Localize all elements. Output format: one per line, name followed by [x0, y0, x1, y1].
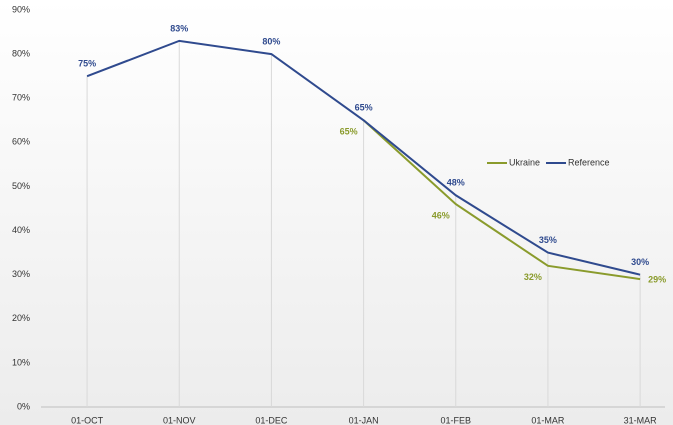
data-label: 75%	[78, 59, 96, 69]
y-tick-label: 80%	[12, 48, 30, 58]
data-label: 46%	[432, 210, 450, 220]
data-label: 30%	[631, 257, 649, 267]
y-tick-label: 10%	[12, 357, 30, 367]
y-tick-label: 90%	[12, 4, 30, 14]
y-tick-label: 50%	[12, 181, 30, 191]
x-tick-label: 01-OCT	[71, 415, 104, 425]
data-label: 80%	[262, 36, 280, 46]
x-tick-label: 01-JAN	[349, 415, 379, 425]
data-label: 48%	[447, 178, 465, 188]
series-line	[86, 39, 641, 276]
x-tick-label: 01-MAR	[531, 415, 565, 425]
legend-label: Ukraine	[509, 157, 540, 167]
y-tick-label: 60%	[12, 137, 30, 147]
legend-label: Reference	[568, 157, 610, 167]
x-tick-label: 01-NOV	[163, 415, 196, 425]
x-tick-label: 31-MAR	[624, 415, 658, 425]
data-label: 35%	[539, 235, 557, 245]
y-tick-label: 20%	[12, 313, 30, 323]
x-tick-label: 01-FEB	[441, 415, 472, 425]
y-tick-label: 40%	[12, 225, 30, 235]
data-label: 65%	[355, 103, 373, 113]
series-line	[362, 119, 641, 281]
y-tick-label: 70%	[12, 93, 30, 103]
data-label: 65%	[340, 127, 358, 137]
y-tick-label: 0%	[17, 401, 30, 411]
y-tick-label: 30%	[12, 269, 30, 279]
x-tick-label: 01-DEC	[255, 415, 288, 425]
data-label: 29%	[648, 274, 666, 284]
data-label: 83%	[170, 23, 188, 33]
data-label: 32%	[524, 272, 542, 282]
